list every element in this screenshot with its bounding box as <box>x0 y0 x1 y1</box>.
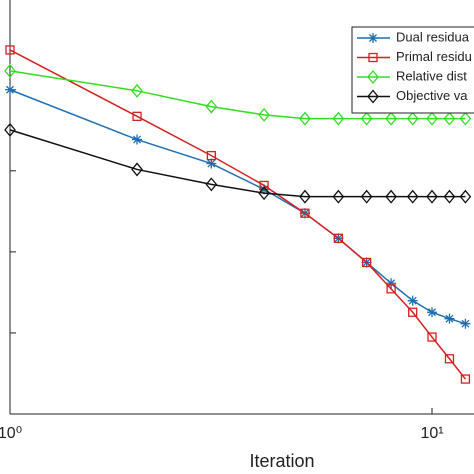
marker <box>299 189 311 204</box>
marker <box>427 307 437 318</box>
legend-label: Relative dist <box>396 68 467 83</box>
marker <box>385 189 397 204</box>
marker <box>332 111 345 126</box>
marker <box>300 208 310 218</box>
marker <box>459 189 472 204</box>
marker <box>360 111 373 126</box>
marker <box>444 354 455 364</box>
legend-marker <box>368 33 378 43</box>
marker <box>460 318 471 329</box>
legend-box <box>351 26 474 114</box>
marker <box>205 177 218 192</box>
marker <box>443 111 456 126</box>
marker <box>206 150 216 161</box>
marker <box>408 307 418 317</box>
legend-marker <box>367 69 379 85</box>
marker <box>426 189 438 204</box>
marker <box>299 111 311 126</box>
marker <box>206 158 217 169</box>
marker <box>385 111 397 126</box>
marker <box>258 186 270 201</box>
legend: Dual residua Primal residu Relative dist Ob… <box>351 26 474 114</box>
marker <box>5 45 15 55</box>
legend-marker <box>368 52 378 63</box>
marker <box>4 63 16 78</box>
marker <box>131 162 143 177</box>
marker <box>205 99 218 114</box>
marker <box>444 313 455 324</box>
marker <box>4 122 16 137</box>
marker <box>406 189 419 204</box>
marker <box>386 284 396 294</box>
marker <box>132 111 142 121</box>
legend-label: Dual residua <box>396 29 470 44</box>
marker <box>259 180 269 191</box>
x-axis-label: Iteration <box>249 451 314 471</box>
legend-marker <box>367 89 379 104</box>
marker <box>360 189 373 204</box>
x-tick-label: 10⁰ <box>0 425 22 442</box>
marker <box>332 189 345 204</box>
marker <box>426 111 438 126</box>
legend-label: Primal residu <box>396 49 472 64</box>
series-line <box>9 89 466 325</box>
marker <box>131 83 143 98</box>
series-line <box>9 70 466 120</box>
series-line <box>9 129 466 198</box>
marker <box>5 84 15 95</box>
marker <box>333 233 344 243</box>
marker <box>460 374 471 384</box>
marker <box>459 111 472 126</box>
marker <box>406 111 419 126</box>
marker <box>132 134 143 145</box>
marker <box>386 278 397 289</box>
marker <box>407 295 418 306</box>
marker <box>258 107 270 122</box>
marker <box>361 257 372 268</box>
legend-label: Objective va <box>396 88 468 103</box>
x-tick-label: 10¹ <box>420 425 443 442</box>
marker <box>427 332 437 342</box>
marker <box>443 189 456 204</box>
